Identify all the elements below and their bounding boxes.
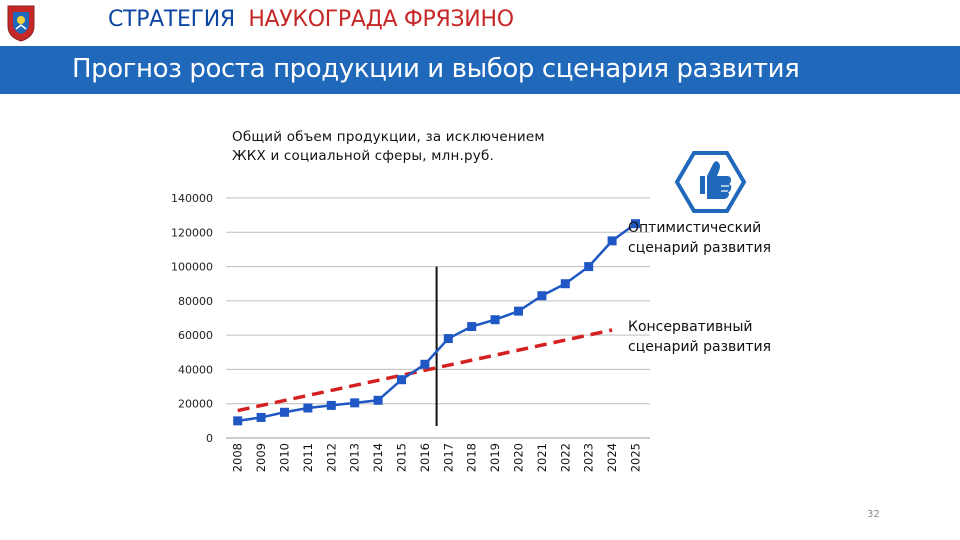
y-tick-label-120000: 120000 <box>171 226 213 239</box>
annotation-layer: Оптимистический сценарий развития Консерва… <box>628 220 771 355</box>
optimistic-label-line-1: Оптимистический <box>628 220 761 236</box>
data-point-2020 <box>514 306 523 316</box>
conservative-trendline <box>237 328 613 413</box>
data-point-2018 <box>467 322 477 332</box>
x-tick-label-2015: 2015 <box>395 443 409 472</box>
data-point-2025 <box>631 219 640 229</box>
conservative-label-line-1: Консервативный <box>628 319 753 335</box>
page-number: 32 <box>867 509 880 520</box>
data-point-2011 <box>303 403 313 413</box>
x-tick-label-2023: 2023 <box>582 443 596 472</box>
x-tick-label-2017: 2017 <box>441 443 455 472</box>
data-point-2022 <box>560 279 570 289</box>
x-tick-label-2014: 2014 <box>371 443 385 472</box>
x-tick-label-2021: 2021 <box>535 443 549 472</box>
data-point-2019 <box>490 315 500 325</box>
data-point-2012 <box>326 400 336 410</box>
chart-grid <box>226 197 650 439</box>
x-axis-ticks: 2008 2009 2010 2011 2012 2013 2014 2015 2016 2017… <box>231 443 643 472</box>
y-axis-ticks: 0 20000 40000 60000 80000 100000 120000 140000 <box>171 192 213 445</box>
series-layer <box>233 219 640 426</box>
data-point-2017 <box>443 334 453 344</box>
conservative-label-line-2: сценарий развития <box>628 339 771 355</box>
optimistic-label-line-2: сценарий развития <box>628 240 771 256</box>
data-point-2015 <box>397 375 406 385</box>
y-tick-label-80000: 80000 <box>178 295 213 308</box>
data-point-2009 <box>256 412 266 422</box>
x-tick-label-2013: 2013 <box>348 443 362 472</box>
y-tick-label-100000: 100000 <box>171 261 213 274</box>
header-title-main: СТРАТЕГИЯ <box>108 7 235 32</box>
x-tick-label-2022: 2022 <box>558 443 572 472</box>
data-point-2010 <box>280 407 289 417</box>
data-point-2024 <box>607 236 617 246</box>
data-point-2013 <box>350 398 360 408</box>
data-point-2014 <box>373 395 383 405</box>
data-point-2021 <box>537 291 547 301</box>
x-tick-label-2019: 2019 <box>488 443 502 472</box>
x-tick-label-2016: 2016 <box>418 443 432 472</box>
x-tick-label-2011: 2011 <box>301 443 315 472</box>
x-tick-label-2010: 2010 <box>278 443 292 472</box>
x-tick-label-2025: 2025 <box>629 443 643 472</box>
chart-title-line-2: ЖКХ и социальной сферы, млн.руб. <box>232 148 494 164</box>
y-tick-label-140000: 140000 <box>171 192 213 205</box>
header-title-accent: НАУКОГРАДА ФРЯЗИНО <box>248 7 514 32</box>
x-tick-label-2012: 2012 <box>324 443 338 472</box>
x-tick-label-2018: 2018 <box>465 443 479 472</box>
thumbs-up-icon <box>674 151 747 213</box>
data-point-2016 <box>420 359 430 369</box>
header-title: СТРАТЕГИЯ НАУКОГРАДА ФРЯЗИНО <box>108 6 514 34</box>
slide-title: Прогноз роста продукции и выбор сценария… <box>72 54 800 84</box>
chart-title-line-1: Общий объем продукции, за исключением <box>232 129 545 145</box>
trend-layer <box>237 328 613 413</box>
city-crest-icon <box>7 5 35 42</box>
data-point-2023 <box>584 262 594 272</box>
title-banner <box>0 46 960 94</box>
x-tick-label-2008: 2008 <box>231 443 245 472</box>
y-tick-label-40000: 40000 <box>178 363 213 376</box>
chart-title: Общий объем продукции, за исключением ЖК… <box>232 128 632 166</box>
y-tick-label-60000: 60000 <box>178 329 213 342</box>
x-tick-label-2020: 2020 <box>512 443 526 472</box>
y-tick-label-20000: 20000 <box>178 398 213 411</box>
x-tick-label-2024: 2024 <box>605 443 619 472</box>
data-point-2008 <box>233 416 243 426</box>
x-tick-label-2009: 2009 <box>254 443 268 472</box>
y-tick-label-0: 0 <box>206 432 213 445</box>
